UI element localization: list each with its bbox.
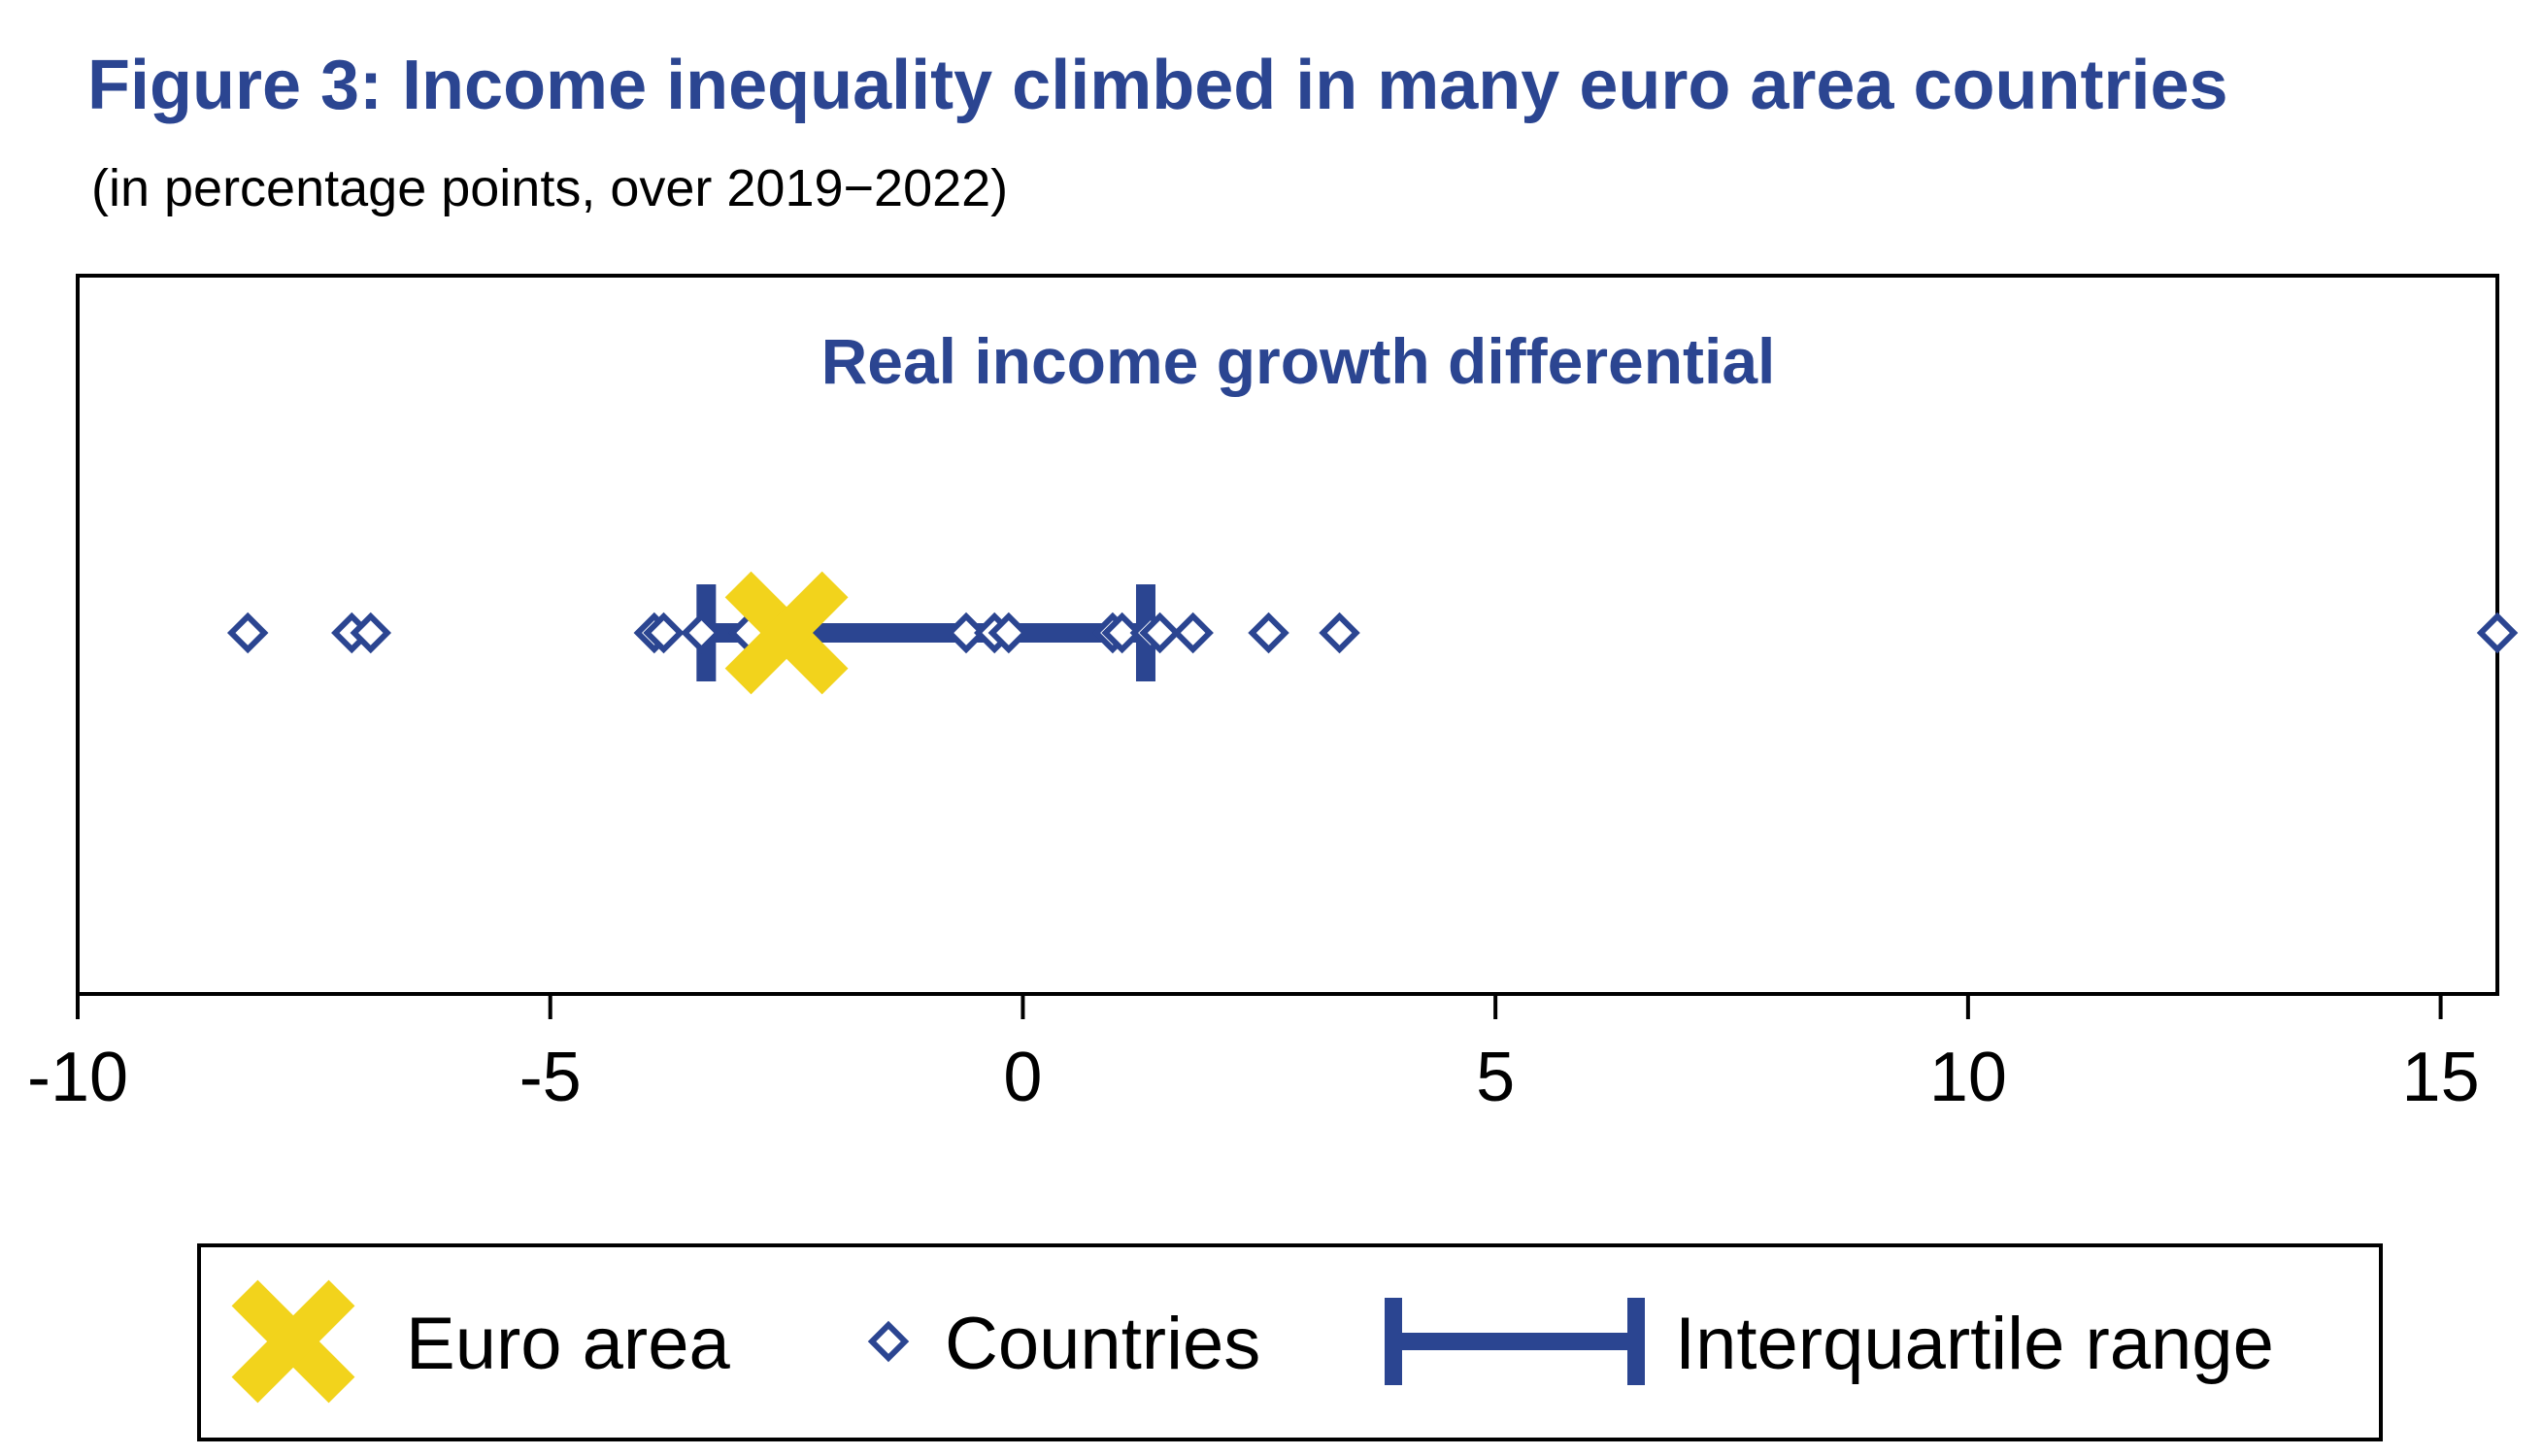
legend-euro-area-label: Euro area — [406, 1303, 730, 1385]
x-tick-label: -5 — [519, 1039, 582, 1116]
legend-euro-area-x-stroke — [231, 1279, 355, 1404]
legend-euro-area-marker — [231, 1279, 355, 1404]
x-axis: -10 -5 0 5 10 15 — [27, 994, 2480, 1116]
legend-countries-marker — [867, 1320, 910, 1363]
country-point — [681, 612, 722, 654]
x-tick-label: 10 — [1929, 1039, 2007, 1116]
legend-item-countries: Countries — [867, 1303, 1260, 1385]
legend-iqr-label: Interquartile range — [1675, 1303, 2274, 1385]
countries-layer — [226, 612, 2519, 654]
chart-subtitle: (in percentage points, over 2019−2022) — [91, 159, 1008, 217]
chart-title: Figure 3: Income inequality climbed in m… — [87, 47, 2228, 124]
euro-area-point-stroke — [724, 571, 849, 695]
legend-iqr-marker — [1385, 1298, 1645, 1385]
country-point — [945, 612, 987, 654]
x-tick-label: 15 — [2402, 1039, 2480, 1116]
country-point — [2476, 612, 2519, 654]
legend-country-diamond — [867, 1320, 910, 1363]
country-point — [350, 612, 392, 654]
x-tick-label: -10 — [27, 1039, 128, 1116]
country-point — [643, 612, 685, 654]
panel-title: Real income growth differential — [821, 325, 1776, 397]
country-point — [1101, 612, 1143, 654]
legend-item-euro-area: Euro area — [231, 1279, 730, 1404]
x-tick-label: 5 — [1476, 1039, 1515, 1116]
legend: Euro area Countries Interquartile range — [197, 1243, 2383, 1441]
country-point — [987, 612, 1030, 654]
euro-area-layer — [724, 571, 849, 695]
country-point — [1319, 612, 1360, 654]
country-point — [1172, 612, 1214, 654]
country-point — [1139, 612, 1181, 654]
euro-area-point — [724, 571, 849, 695]
x-tick-label: 0 — [1003, 1039, 1042, 1116]
legend-euro-area-x — [231, 1279, 355, 1404]
legend-item-interquartile-range: Interquartile range — [1385, 1298, 2274, 1385]
country-point — [226, 612, 269, 654]
country-point — [1248, 612, 1289, 654]
legend-frame — [197, 1243, 2383, 1441]
legend-countries-label: Countries — [945, 1303, 1260, 1385]
